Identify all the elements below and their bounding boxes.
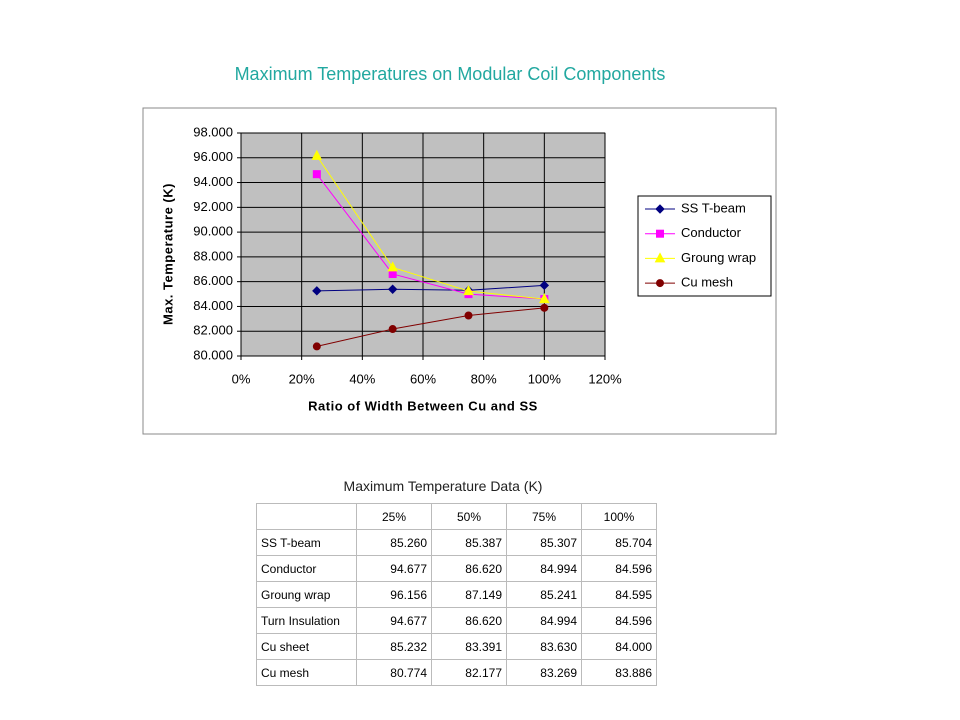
y-tick-label: 82.000: [193, 323, 233, 338]
marker: [539, 293, 550, 304]
series-line: [316, 173, 545, 300]
value-cell: 85.307: [506, 529, 582, 556]
y-tick-label: 94.000: [193, 174, 233, 189]
table-row: Groung wrap 96.156 87.149 85.241 84.595: [256, 581, 657, 608]
row-label: Cu sheet: [256, 633, 357, 660]
value-cell: 85.241: [506, 581, 582, 608]
chart: Maximum Temperatures on Modular Coil Com…: [142, 64, 777, 435]
y-tick-label: 96.000: [193, 149, 233, 164]
value-cell: 85.704: [581, 529, 657, 556]
value-cell: 84.000: [581, 633, 657, 660]
marker: [312, 342, 321, 351]
value-cell: 82.177: [431, 659, 507, 686]
x-tick-label: 120%: [588, 371, 622, 386]
value-cell: 86.620: [431, 555, 507, 582]
y-tick-label: 90.000: [193, 224, 233, 239]
value-cell: 94.677: [356, 607, 432, 634]
x-tick-label: 100%: [528, 371, 562, 386]
value-cell: 80.774: [356, 659, 432, 686]
value-cell: 83.391: [431, 633, 507, 660]
value-cell: 84.596: [581, 555, 657, 582]
value-cell: 85.260: [356, 529, 432, 556]
table-row: Turn Insulation 94.677 86.620 84.994 84.596: [256, 607, 657, 634]
y-tick-label: 84.000: [193, 298, 233, 313]
marker: [311, 149, 323, 160]
row-label: SS T-beam: [256, 529, 357, 556]
legend-marker: [654, 252, 666, 263]
legend-marker: [656, 229, 664, 238]
column-header: 25%: [356, 503, 432, 530]
row-label: Groung wrap: [256, 581, 357, 608]
value-cell: 83.630: [506, 633, 582, 660]
legend-marker: [656, 279, 664, 288]
column-header: 75%: [506, 503, 582, 530]
value-cell: 85.387: [431, 529, 507, 556]
series-line: [316, 307, 545, 347]
header-row: 25% 50% 75% 100%: [256, 503, 657, 530]
value-cell: 87.149: [431, 581, 507, 608]
marker: [387, 261, 398, 272]
x-tick-label: 40%: [349, 371, 375, 386]
column-header: 100%: [581, 503, 657, 530]
marker: [464, 311, 473, 320]
value-cell: 84.596: [581, 607, 657, 634]
marker: [388, 325, 397, 334]
legend-marker: [655, 204, 665, 214]
value-cell: 83.886: [581, 659, 657, 686]
marker: [387, 284, 398, 294]
value-cell: 85.232: [356, 633, 432, 660]
y-tick-label: 92.000: [193, 199, 233, 214]
x-tick-label: 60%: [410, 371, 436, 386]
series-line: [316, 155, 545, 300]
legend-label: SS T-beam: [681, 200, 746, 215]
marker: [312, 170, 321, 179]
legend-label: Cu mesh: [681, 275, 733, 290]
data-table: 25% 50% 75% 100% SS T-beam 85.260 85.387 85.30…: [256, 503, 657, 686]
column-header: 50%: [431, 503, 507, 530]
row-label: Cu mesh: [256, 659, 357, 686]
y-tick-label: 88.000: [193, 248, 233, 263]
row-label: Conductor: [256, 555, 357, 582]
row-label: Turn Insulation: [256, 607, 357, 634]
series-line: [316, 284, 545, 292]
y-axis-label: Max. Temperature (K): [160, 183, 175, 325]
x-axis-label: Ratio of Width Between Cu and SS: [308, 398, 538, 413]
value-cell: 83.269: [506, 659, 582, 686]
table-row: Cu sheet 85.232 83.391 83.630 84.000: [256, 633, 657, 660]
value-cell: 84.994: [506, 555, 582, 582]
legend-label: Groung wrap: [681, 250, 756, 265]
value-cell: 96.156: [356, 581, 432, 608]
marker: [388, 269, 397, 278]
marker: [463, 285, 474, 296]
corner-cell: [256, 503, 357, 530]
marker: [540, 303, 549, 312]
table-row: SS T-beam 85.260 85.387 85.307 85.704: [256, 529, 657, 556]
value-cell: 84.994: [506, 607, 582, 634]
y-tick-label: 80.000: [193, 347, 233, 362]
x-tick-label: 0%: [232, 371, 251, 386]
chart-title: Maximum Temperatures on Modular Coil Com…: [235, 64, 666, 84]
value-cell: 94.677: [356, 555, 432, 582]
legend-label: Conductor: [681, 225, 742, 240]
y-tick-label: 98.000: [193, 124, 233, 139]
marker: [539, 280, 550, 291]
table-row: Conductor 94.677 86.620 84.994 84.596: [256, 555, 657, 582]
value-cell: 84.595: [581, 581, 657, 608]
y-tick-label: 86.000: [193, 273, 233, 288]
table-title: Maximum Temperature Data (K): [343, 478, 543, 494]
x-tick-label: 80%: [471, 371, 497, 386]
value-cell: 86.620: [431, 607, 507, 634]
marker: [312, 286, 322, 296]
x-tick-label: 20%: [289, 371, 315, 386]
table-row: Cu mesh 80.774 82.177 83.269 83.886: [256, 659, 657, 686]
